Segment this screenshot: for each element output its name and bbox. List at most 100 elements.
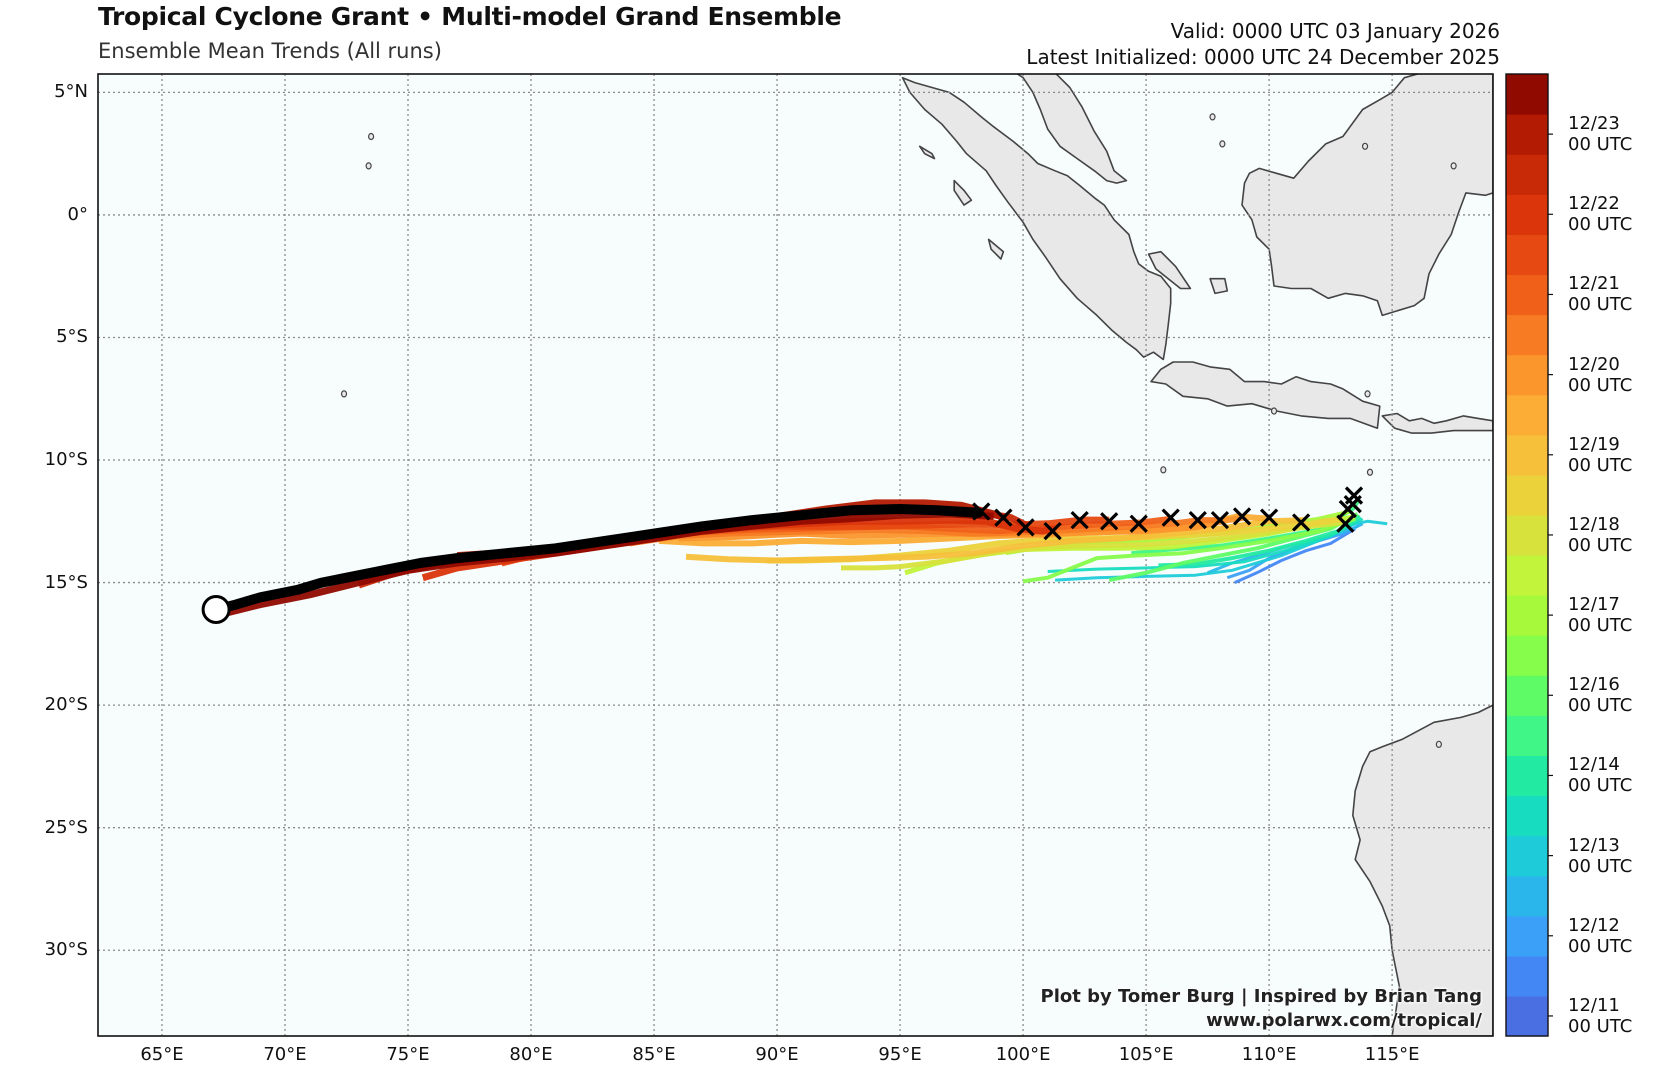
colorbar-tick-label: 12/14 00 UTC bbox=[1568, 754, 1632, 796]
colorbar-date: 12/12 bbox=[1568, 914, 1620, 936]
colorbar bbox=[1505, 73, 1553, 1037]
land-bali-lombok bbox=[1381, 412, 1493, 434]
final-position-x-marker bbox=[1336, 514, 1355, 533]
colorbar-hour: 00 UTC bbox=[1568, 855, 1633, 877]
land-java bbox=[1150, 361, 1381, 430]
colorbar-hour: 00 UTC bbox=[1568, 134, 1633, 156]
final-position-x-marker bbox=[1161, 508, 1180, 527]
small-island bbox=[1219, 140, 1226, 148]
final-position-x-marker bbox=[1100, 512, 1119, 531]
colorbar-date: 12/13 bbox=[1568, 834, 1620, 856]
final-position-x-marker bbox=[972, 502, 991, 521]
land-siberut bbox=[987, 238, 1005, 260]
colorbar-hour: 00 UTC bbox=[1568, 214, 1633, 236]
colorbar-bin bbox=[1506, 194, 1548, 235]
colorbar-bin bbox=[1506, 715, 1548, 757]
x-stroke bbox=[994, 508, 1013, 527]
colorbar-bin bbox=[1506, 314, 1548, 356]
colorbar-bin bbox=[1506, 474, 1548, 516]
final-position-x-marker bbox=[1016, 518, 1035, 537]
lat-tick-label: 5°N bbox=[54, 81, 88, 103]
land-bangka bbox=[1147, 250, 1192, 290]
credit-author: Plot by Tomer Burg | Inspired by Brian T… bbox=[1040, 986, 1482, 1007]
colorbar-bin bbox=[1506, 114, 1548, 155]
final-position-x-marker bbox=[1259, 508, 1279, 527]
colorbar-hour: 00 UTC bbox=[1568, 775, 1633, 797]
x-stroke bbox=[1070, 510, 1089, 530]
colorbar-tick-label: 12/11 00 UTC bbox=[1568, 995, 1632, 1037]
colorbar-bin bbox=[1506, 995, 1548, 1037]
colorbar-bin bbox=[1506, 675, 1548, 716]
colorbar-bin bbox=[1506, 555, 1548, 596]
x-stroke bbox=[1161, 508, 1180, 527]
final-position-x-marker bbox=[1344, 486, 1364, 505]
colorbar-tick-label: 12/18 00 UTC bbox=[1568, 514, 1632, 556]
lat-tick-label: 10°S bbox=[44, 449, 88, 471]
colorbar-tick-label: 12/19 00 UTC bbox=[1568, 434, 1632, 476]
final-position-x-marker bbox=[1070, 510, 1089, 530]
colorbar-bin bbox=[1506, 514, 1548, 556]
land-nias bbox=[953, 179, 973, 206]
lon-tick-label: 110°E bbox=[1241, 1044, 1297, 1065]
colorbar-hour: 00 UTC bbox=[1568, 935, 1633, 957]
mean-track bbox=[211, 504, 984, 615]
small-island bbox=[1366, 468, 1374, 476]
final-position-x-marker bbox=[1188, 510, 1207, 530]
lat-tick-label: 20°S bbox=[44, 694, 88, 716]
colorbar-bin bbox=[1506, 915, 1548, 957]
lat-tick-label: 5°S bbox=[56, 326, 88, 348]
colorbar-date: 12/18 bbox=[1568, 513, 1620, 535]
lat-tick-label: 25°S bbox=[44, 816, 88, 838]
colorbar-date: 12/21 bbox=[1568, 273, 1620, 295]
valid-time: Valid: 0000 UTC 03 January 2026 bbox=[1170, 19, 1500, 43]
lon-tick-label: 105°E bbox=[1118, 1044, 1174, 1065]
run-track bbox=[1022, 516, 1356, 584]
colorbar-tick-label: 12/22 00 UTC bbox=[1568, 193, 1632, 235]
colorbar-tick-label: 12/12 00 UTC bbox=[1568, 915, 1632, 957]
final-position-x-marker bbox=[1291, 513, 1311, 532]
colorbar-bin bbox=[1506, 875, 1548, 917]
colorbar-bin bbox=[1506, 755, 1548, 797]
x-stroke bbox=[1043, 521, 1062, 541]
colorbar-date: 12/11 bbox=[1568, 994, 1620, 1016]
colorbar-tick-label: 12/16 00 UTC bbox=[1568, 674, 1632, 716]
colorbar-hour: 00 UTC bbox=[1568, 615, 1633, 637]
lon-tick-label: 90°E bbox=[755, 1044, 799, 1065]
lon-tick-label: 70°E bbox=[263, 1044, 307, 1065]
credit-url[interactable]: www.polarwx.com/tropical/ bbox=[1206, 1010, 1482, 1031]
colorbar-tick-label: 12/23 00 UTC bbox=[1568, 113, 1632, 155]
lon-tick-label: 100°E bbox=[995, 1044, 1051, 1065]
x-stroke bbox=[1100, 512, 1119, 531]
colorbar-date: 12/20 bbox=[1568, 353, 1620, 375]
lon-tick-label: 80°E bbox=[509, 1044, 553, 1065]
colorbar-hour: 00 UTC bbox=[1568, 454, 1633, 476]
colorbar-bin bbox=[1506, 955, 1548, 997]
small-island bbox=[1435, 740, 1442, 748]
run-track bbox=[841, 520, 1344, 571]
x-stroke bbox=[1232, 507, 1252, 526]
land-layer bbox=[340, 74, 1493, 1036]
x-stroke bbox=[1259, 508, 1279, 527]
land-malay-peninsula bbox=[1016, 74, 1128, 184]
land-simeulue bbox=[918, 145, 936, 160]
page-title: Tropical Cyclone Grant • Multi-model Gra… bbox=[98, 2, 842, 31]
x-stroke bbox=[972, 502, 991, 521]
small-island bbox=[1450, 162, 1457, 170]
colorbar-bin bbox=[1506, 434, 1548, 476]
lon-tick-label: 115°E bbox=[1364, 1044, 1420, 1065]
colorbar-date: 12/17 bbox=[1568, 594, 1620, 616]
run-track bbox=[685, 517, 1307, 564]
colorbar-date: 12/14 bbox=[1568, 754, 1620, 776]
x-stroke bbox=[1336, 514, 1355, 533]
small-island bbox=[367, 132, 375, 141]
lon-tick-label: 85°E bbox=[632, 1044, 676, 1065]
initialized-time: Latest Initialized: 0000 UTC 24 December… bbox=[1026, 45, 1500, 69]
small-island bbox=[1361, 142, 1369, 150]
plot-frame bbox=[97, 73, 1494, 1037]
x-stroke bbox=[1016, 518, 1035, 537]
colorbar-tick-label: 12/20 00 UTC bbox=[1568, 354, 1632, 396]
colorbar-bin bbox=[1506, 795, 1548, 837]
colorbar-bin bbox=[1506, 274, 1548, 316]
final-position-x-marker bbox=[1043, 521, 1062, 541]
